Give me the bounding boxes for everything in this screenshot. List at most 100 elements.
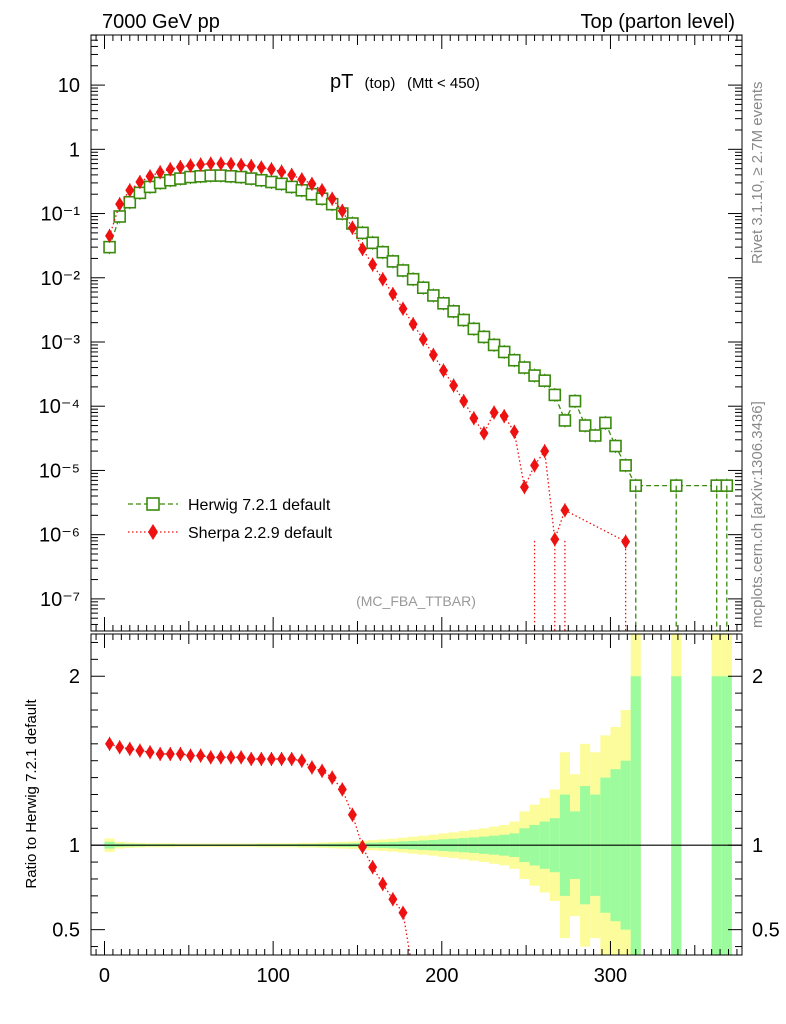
main-y-tick-label: 10⁻⁴ xyxy=(39,396,80,418)
herwig-point xyxy=(457,313,471,327)
sherpa-point xyxy=(550,532,560,547)
sherpa-point xyxy=(135,174,145,189)
ratio-y-tick-label-right: 0.5 xyxy=(752,920,780,942)
legend-sherpa: Sherpa 2.2.9 default xyxy=(128,524,333,542)
sherpa-point xyxy=(287,752,297,767)
sherpa-point xyxy=(438,363,448,378)
main-ticks xyxy=(91,34,742,631)
sherpa-point xyxy=(246,752,256,767)
sherpa-point xyxy=(125,741,135,756)
sherpa-point xyxy=(186,748,196,763)
ratio-band-green xyxy=(721,676,732,955)
sherpa-point xyxy=(196,748,206,763)
sherpa-point xyxy=(246,158,256,173)
sherpa-point xyxy=(277,164,287,179)
sherpa-point xyxy=(459,394,469,409)
herwig-point xyxy=(467,322,481,336)
ratio-y-tick-label: 0.5 xyxy=(52,920,80,942)
sherpa-point xyxy=(307,176,317,191)
analysis-watermark: (MC_FBA_TTBAR) xyxy=(356,593,476,609)
herwig-point xyxy=(386,255,400,268)
main-data-layer xyxy=(103,156,734,631)
herwig-point xyxy=(508,353,521,367)
sherpa-point xyxy=(307,760,317,775)
herwig-point xyxy=(406,272,420,286)
herwig-point xyxy=(477,330,491,344)
herwig-point xyxy=(103,240,116,254)
herwig-point xyxy=(558,414,572,427)
sherpa-point xyxy=(428,347,438,362)
series-line xyxy=(109,743,411,955)
mcplots-label: mcplots.cern.ch [arXiv:1306.3436] xyxy=(749,401,766,628)
sherpa-point xyxy=(105,736,115,751)
sherpa-point xyxy=(266,752,276,767)
main-y-tick-label: 10⁻³ xyxy=(41,332,81,354)
ratio-panel: 2 2 1 1 0.5 0.5 0 100 200 300 Ratio to Herwig 7.… xyxy=(23,633,780,987)
sherpa-point xyxy=(145,169,155,184)
legend-herwig-marker xyxy=(146,497,160,511)
sherpa-point xyxy=(297,172,307,187)
sherpa-point xyxy=(105,228,115,243)
header-right: Top (parton level) xyxy=(580,11,735,33)
x-tick-label: 100 xyxy=(256,965,289,987)
sherpa-point xyxy=(206,750,216,765)
sherpa-point xyxy=(479,426,489,441)
header-left: 7000 GeV pp xyxy=(102,11,220,33)
main-y-tick-label: 10⁻¹ xyxy=(41,204,81,226)
sherpa-point xyxy=(216,750,226,765)
main-y-tick-label: 10⁻⁷ xyxy=(40,589,80,611)
sherpa-point xyxy=(155,746,165,761)
sherpa-point xyxy=(509,424,519,439)
sherpa-point xyxy=(287,167,297,182)
sherpa-point xyxy=(236,750,246,765)
sherpa-point xyxy=(256,160,266,175)
ratio-ticks xyxy=(91,634,742,955)
sherpa-point xyxy=(317,763,327,778)
legend-sherpa-label: Sherpa 2.2.9 default xyxy=(188,525,333,542)
sherpa-point xyxy=(407,956,416,970)
sherpa-point xyxy=(560,503,570,518)
legend-herwig: Herwig 7.2.1 default xyxy=(128,497,331,514)
sherpa-point xyxy=(388,892,398,907)
ratio-band-green xyxy=(671,676,682,955)
sherpa-point xyxy=(206,156,216,171)
sherpa-point xyxy=(135,743,145,758)
sherpa-point xyxy=(337,203,347,218)
sherpa-point xyxy=(236,157,246,172)
sherpa-point xyxy=(358,839,368,854)
sherpa-point xyxy=(327,770,337,785)
ratio-y-axis-label: Ratio to Herwig 7.2.1 default xyxy=(23,699,40,889)
sherpa-point xyxy=(398,301,408,316)
main-y-tick-label: 10⁻⁶ xyxy=(39,525,80,547)
herwig-point xyxy=(416,281,430,295)
sherpa-point xyxy=(186,158,196,173)
rivet-label: Rivet 3.1.10, ≥ 2.7M events xyxy=(749,82,766,265)
ratio-y-tick-label: 1 xyxy=(69,835,80,857)
main-panel: 10 1 10⁻¹ 10⁻² 10⁻³ 10⁻⁴ 10⁻⁵ 10⁻⁶ 10⁻⁷ pT (top)… xyxy=(39,34,743,632)
plot-title-main: pT xyxy=(330,71,353,93)
sherpa-point xyxy=(347,807,357,822)
sherpa-point xyxy=(408,317,418,332)
sherpa-point xyxy=(165,746,175,761)
sherpa-point xyxy=(155,165,165,180)
main-y-tick-label: 10⁻⁵ xyxy=(39,460,80,482)
sherpa-point xyxy=(418,332,428,347)
herwig-point xyxy=(427,289,440,302)
herwig-point xyxy=(619,459,632,472)
sherpa-point xyxy=(175,746,185,761)
ratio-band-green xyxy=(630,676,641,955)
herwig-point xyxy=(588,429,602,442)
ratio-y-tick-label: 2 xyxy=(69,666,80,688)
sherpa-point xyxy=(317,183,327,198)
sherpa-point xyxy=(256,752,266,767)
sherpa-point xyxy=(226,157,236,172)
sherpa-point xyxy=(115,740,125,755)
sherpa-point xyxy=(388,286,398,301)
sherpa-point xyxy=(398,905,408,920)
main-y-tick-label: 1 xyxy=(69,139,80,161)
herwig-point xyxy=(578,419,592,432)
ratio-data-layer xyxy=(91,634,742,970)
sherpa-point xyxy=(540,444,550,459)
legend-herwig-label: Herwig 7.2.1 default xyxy=(188,497,331,514)
plot-title: pT (top) (Mtt < 450) xyxy=(330,71,480,93)
